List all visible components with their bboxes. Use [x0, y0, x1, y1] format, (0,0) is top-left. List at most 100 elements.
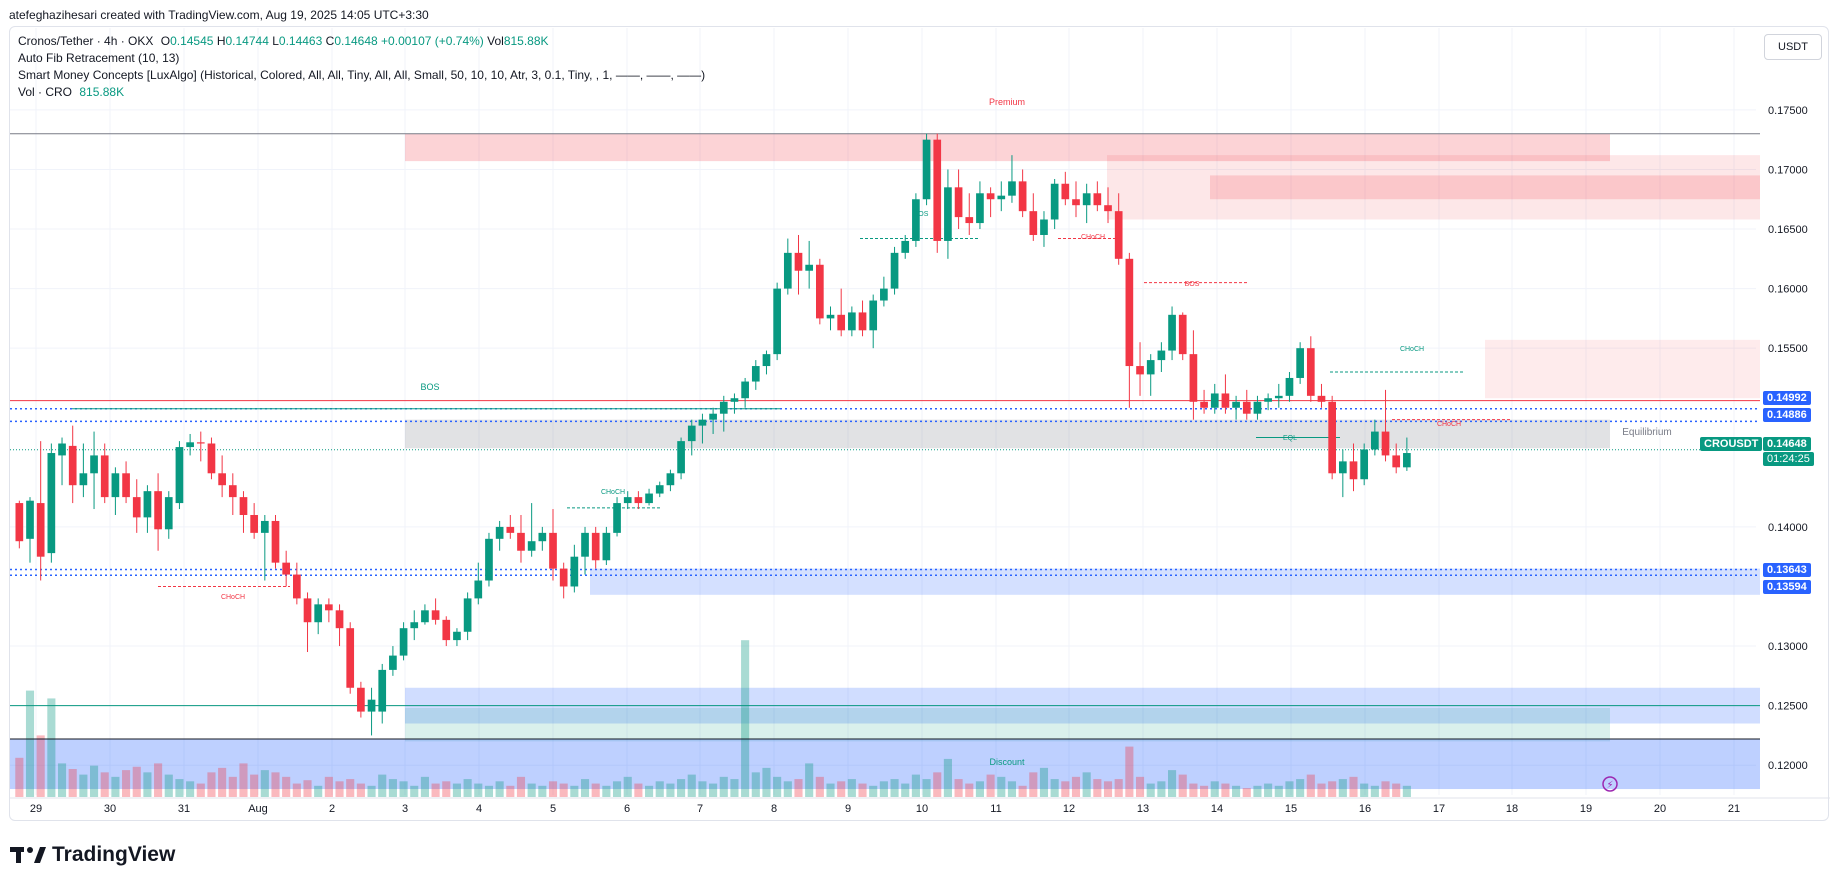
volume-bar	[986, 774, 995, 797]
symbol-tag: CROUSDT	[1700, 437, 1763, 451]
volume-bar	[100, 772, 109, 797]
candle-body	[549, 532, 557, 569]
candle-body	[1392, 455, 1401, 468]
volume-bar	[677, 779, 686, 797]
candle-body	[655, 485, 664, 494]
x-tick-label: 7	[697, 803, 703, 815]
volume-bar	[378, 774, 387, 797]
candle-body	[1136, 366, 1144, 375]
label-choch-2: CHoCH	[221, 594, 245, 601]
volume-bar	[965, 783, 974, 797]
volume-bar	[1039, 767, 1049, 797]
volume-bar	[879, 781, 888, 797]
volume-bar	[1125, 746, 1134, 797]
candle-body	[1114, 211, 1123, 259]
candle-body	[1349, 461, 1358, 480]
x-tick-label: 6	[624, 803, 630, 815]
candle-body	[1317, 395, 1326, 402]
candle-body	[912, 199, 920, 241]
volume-bar	[698, 781, 707, 797]
x-tick-label: 15	[1285, 803, 1297, 815]
x-tick-label: 17	[1433, 803, 1445, 815]
volume-bar	[954, 779, 963, 797]
volume-bar	[186, 781, 195, 797]
currency-button[interactable]: USDT	[1764, 34, 1822, 60]
x-tick-label: 29	[30, 803, 42, 815]
candle-body	[815, 264, 824, 319]
y-tick-label: 0.17500	[1768, 105, 1808, 117]
candle-body	[591, 532, 600, 561]
candle-body	[1221, 393, 1230, 408]
candle-body	[186, 442, 194, 448]
candle-body	[751, 366, 760, 382]
volume-bar	[773, 776, 782, 797]
candle-body	[1264, 398, 1272, 402]
last-price-tag: 0.14648	[1763, 437, 1811, 451]
brand-footer[interactable]: TradingView	[10, 843, 175, 867]
candle-body	[36, 503, 45, 557]
candle-body	[442, 619, 451, 641]
candle-body	[1050, 183, 1059, 220]
supply-zone-3	[1485, 339, 1760, 399]
volume-bar	[709, 783, 718, 797]
supply-zone-1	[1107, 155, 1760, 220]
price-tag-p3: 0.13643	[1763, 563, 1811, 577]
candle-body	[623, 497, 632, 504]
candle-body	[1403, 453, 1411, 468]
volume-bar	[207, 772, 216, 797]
volume-bar	[826, 783, 835, 797]
label-choch-5: CHoCH	[1437, 421, 1461, 428]
candle-body	[1008, 181, 1016, 196]
candles-layer	[15, 133, 1411, 736]
volume-bar	[484, 785, 494, 797]
candle-body	[111, 473, 120, 498]
candle-body	[880, 288, 888, 301]
candle-body	[122, 473, 130, 498]
x-tick-label: 10	[916, 803, 928, 815]
volume-bar	[527, 783, 536, 797]
y-tick-label: 0.17000	[1768, 164, 1808, 176]
volume-bar	[1071, 776, 1081, 797]
chart-frame	[9, 26, 1829, 821]
legend-vol-indicator[interactable]: Vol · CRO 815.88K	[18, 85, 125, 99]
label-discount: Discount	[989, 757, 1025, 767]
candle-body	[175, 447, 184, 504]
candle-body	[645, 493, 653, 504]
candle-body	[1200, 401, 1208, 408]
volume-bar	[474, 783, 483, 797]
volume-bar	[612, 781, 622, 797]
candle-body	[741, 381, 749, 399]
candle-body	[196, 442, 205, 444]
volume-bar	[239, 763, 248, 797]
x-tick-label: 21	[1728, 803, 1740, 815]
legend-smc[interactable]: Smart Money Concepts [LuxAlgo] (Historic…	[18, 68, 706, 82]
labels-layer: Premium BOS BOS CHoCH BOS CHoCH CHoCH CHoCH EQL C…	[221, 97, 1672, 792]
volume-bar	[175, 779, 184, 797]
candle-body	[538, 532, 547, 542]
volume-bar	[869, 785, 878, 797]
volume-bar	[1178, 774, 1187, 797]
x-tick-label: 4	[476, 803, 482, 815]
candle-body	[762, 354, 771, 367]
candle-body	[1381, 431, 1390, 456]
volume-bar	[559, 783, 568, 797]
discount-zone	[10, 738, 1760, 790]
x-tick-label: 8	[771, 803, 777, 815]
label-choch-1: CHoCH	[1081, 234, 1105, 241]
candle-body	[559, 568, 568, 587]
volume-bar	[495, 781, 504, 797]
x-tick-label: 18	[1506, 803, 1518, 815]
candle-body	[421, 610, 429, 623]
candle-body	[901, 240, 910, 253]
volume-bar	[1381, 781, 1390, 797]
legend-fib[interactable]: Auto Fib Retracement (10, 13)	[18, 51, 180, 65]
legend-symbol[interactable]: Cronos/Tether · 4h · OKX	[18, 34, 154, 48]
candle-body	[933, 139, 942, 241]
candle-body	[367, 699, 376, 712]
candle-body	[805, 264, 814, 271]
zones-layer	[10, 133, 1760, 790]
candle-body	[26, 500, 34, 539]
volume-bar	[1189, 783, 1198, 797]
candle-body	[1146, 360, 1155, 375]
